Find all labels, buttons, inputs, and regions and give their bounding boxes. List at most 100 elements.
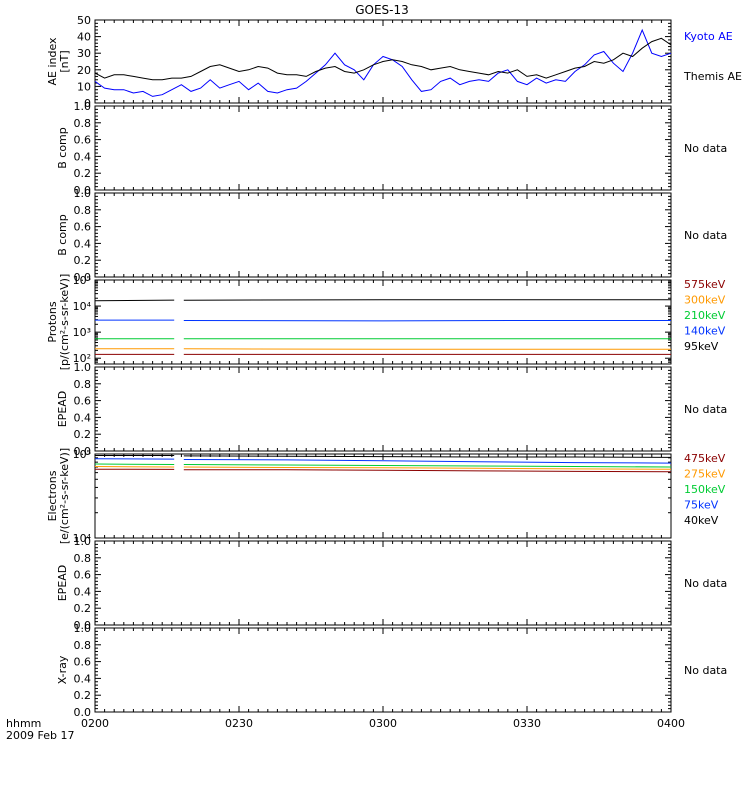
y-tick-label: 1.0 [74,361,92,374]
panel-frame [94,540,672,626]
series-line-275kev [183,466,672,470]
y-axis-label-line: [nT] [58,50,71,72]
y-axis-label: B comp [56,214,69,256]
panel-xray: 0.0 0.2 0.4 0.6 0.8 1.0 X-ray No data [56,622,727,719]
series-line-themis-ae [94,37,672,81]
legend-entry: 575keV [684,278,726,291]
y-tick-label: 1.0 [74,187,92,200]
y-tick-label: 0.2 [74,428,92,441]
legend-entry: Themis AE [683,70,742,83]
y-tick-label: 1.0 [74,622,92,635]
y-tick-label: 0.0 [74,619,92,632]
no-data-label: No data [684,403,727,416]
y-tick-label: 0.4 [74,411,92,424]
legend-entry: 210keV [684,309,726,322]
y-axis-label: EPEAD [56,391,69,428]
y-tick-label: 0 [84,97,91,110]
y-tick-label: 1.0 [74,535,92,548]
y-tick-label: 0.8 [74,117,92,130]
y-tick-label: 0.8 [74,552,92,565]
date-label: 2009 Feb 17 [6,729,74,742]
y-axis-label-line: Protons [46,301,59,342]
x-tick-label: 0230 [225,717,253,730]
y-tick-label: 0.2 [74,167,92,180]
x-tick-label: 0200 [81,717,109,730]
y-tick-label: 10⁴ [73,300,92,313]
legend-entry: 150keV [684,483,726,496]
series-line-95kev [183,299,671,301]
time-axis: 0200 0230 0300 0330 0400 [81,717,685,730]
panel-epead1: 0.0 0.2 0.4 0.6 0.8 1.0 EPEAD No data [56,361,727,458]
panel-frame [94,192,672,278]
y-tick-label: 0.0 [74,445,92,458]
series-line-40kev [183,455,672,458]
y-tick-label: 0.4 [74,150,92,163]
no-data-label: No data [684,229,727,242]
y-tick-label: 0.2 [74,254,92,267]
y-tick-label: 0.6 [74,134,92,147]
y-tick-label: 0.8 [74,204,92,217]
y-tick-label: 0.0 [74,184,92,197]
legend-entry: 140keV [684,325,726,338]
y-tick-label: 20 [77,64,91,77]
y-tick-label: 40 [77,31,91,44]
y-tick-label: 0.0 [74,706,92,719]
y-axis-label: AE index[nT] [46,37,71,86]
y-axis-label: X-ray [56,655,69,684]
legend-entry: 275keV [684,468,726,481]
y-tick-label: 10² [73,352,91,365]
y-tick-label: 10⁴ [73,532,92,545]
legend-entry: 40keV [684,514,719,527]
series-line-275kev [94,466,175,468]
legend-entry: Kyoto AE [684,30,733,43]
y-axis-label-line: B comp [56,127,69,169]
y-axis-label: B comp [56,127,69,169]
series-line-95kev [94,299,175,302]
y-tick-label: 0.4 [74,237,92,250]
x-unit-label: hhmm [6,717,41,730]
panel-bcomp1: 0.0 0.2 0.4 0.6 0.8 1.0 B comp No data [56,100,727,197]
panel-stack: 0 10 20 30 40 50 AE index[nT] Kyoto AE Themis AE… [46,14,742,719]
legend-entry: 95keV [684,340,719,353]
y-tick-label: 1.0 [74,100,92,113]
y-tick-label: 10⁵ [73,448,91,461]
y-tick-label: 0.6 [74,395,92,408]
no-data-label: No data [684,142,727,155]
y-axis-label-line: AE index [46,37,59,86]
y-axis-label: Electrons[e/(cm²-s-sr-keV)] [46,448,71,544]
y-tick-label: 0.6 [74,569,92,582]
no-data-label: No data [684,577,727,590]
y-tick-label: 0.4 [74,585,92,598]
panel-frame [94,366,672,452]
y-tick-label: 0.2 [74,602,92,615]
y-tick-label: 10⁵ [73,274,91,287]
x-tick-label: 0300 [369,717,397,730]
y-tick-label: 0.4 [74,672,92,685]
panel-frame [94,105,672,191]
panel-ae: 0 10 20 30 40 50 AE index[nT] Kyoto AE Themis AE [46,14,742,110]
no-data-label: No data [684,664,727,677]
y-tick-label: 0.0 [74,271,92,284]
y-tick-label: 30 [77,47,91,60]
y-tick-label: 0.8 [74,378,92,391]
y-tick-label: 0.6 [74,656,92,669]
y-axis-label-line: Electrons [46,470,59,521]
y-tick-label: 10 [77,80,91,93]
series-line-300kev [183,348,671,350]
legend-entry: 75keV [684,499,719,512]
plot-title: GOES-13 [355,3,409,17]
legend-entry: 475keV [684,452,726,465]
panel-bcomp2: 0.0 0.2 0.4 0.6 0.8 1.0 B comp No data [56,187,727,284]
x-tick-label: 0330 [513,717,541,730]
x-tick-label: 0400 [657,717,685,730]
series-line-kyoto-ae [94,28,672,97]
y-axis-label-line: X-ray [56,655,69,684]
y-tick-label: 10³ [73,326,91,339]
y-tick-label: 0.2 [74,689,92,702]
y-tick-label: 0.8 [74,639,92,652]
y-axis-label: EPEAD [56,565,69,602]
series-line-75kev [183,459,672,464]
